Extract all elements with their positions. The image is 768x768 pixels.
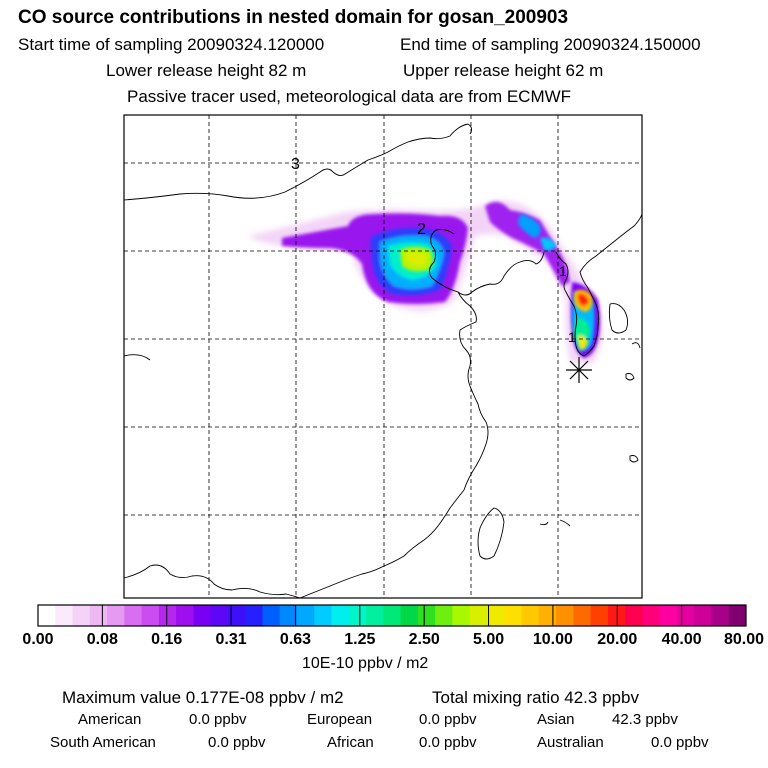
colorbar-segment <box>89 605 108 626</box>
marker-1a: 1 <box>559 263 567 279</box>
european-value: 0.0 ppbv <box>419 711 477 728</box>
australian-label: Australian <box>537 734 604 751</box>
marker-3: 3 <box>291 156 300 173</box>
start-time-label: Start time of sampling 20090324.120000 <box>18 35 325 54</box>
colorbar-segment <box>55 605 73 626</box>
colorbar-segment <box>227 605 246 626</box>
colorbar-segment <box>245 605 263 626</box>
african-value: 0.0 ppbv <box>419 734 477 751</box>
european-label: European <box>307 711 373 728</box>
colorbar-segment <box>331 605 350 626</box>
colorbar-segment <box>72 605 91 626</box>
colorbar-segment <box>314 605 332 626</box>
colorbar-segment <box>210 605 229 626</box>
lower-release-label: Lower release height 82 m <box>106 61 307 80</box>
american-label: American <box>78 711 142 728</box>
total-mixing-label: Total mixing ratio 42.3 ppbv <box>432 688 639 707</box>
marker-2: 2 <box>417 221 426 238</box>
colorbar-segment <box>141 605 160 626</box>
end-time-label: End time of sampling 20090324.150000 <box>400 35 701 54</box>
colorbar-segment <box>107 605 125 626</box>
colorbar-segment <box>556 605 574 626</box>
coastlines <box>124 123 642 598</box>
south-american-label: South American <box>50 734 156 751</box>
colorbar <box>37 604 747 627</box>
colorbar-segment <box>383 605 402 626</box>
colorbar-tick-label: 0.16 <box>151 631 183 648</box>
upper-release-label: Upper release height 62 m <box>403 61 604 80</box>
colorbar-segment <box>607 605 626 626</box>
colorbar-segment <box>676 605 695 626</box>
max-value-label: Maximum value 0.177E-08 ppbv / m2 <box>62 688 344 707</box>
colorbar-frame <box>37 604 747 627</box>
colorbar-segment <box>176 605 194 626</box>
receptor-star-icon <box>566 357 592 383</box>
asian-value: 42.3 ppbv <box>612 711 678 728</box>
south-american-value: 0.0 ppbv <box>208 734 266 751</box>
colorbar-segment <box>297 605 315 626</box>
colorbar-segment <box>193 605 212 626</box>
colorbar-segment <box>538 605 557 626</box>
colorbar-segment <box>659 605 678 626</box>
colorbar-tick-label: 10.00 <box>532 631 573 648</box>
colorbar-segment <box>417 605 436 626</box>
plume-hotspots <box>400 247 593 350</box>
african-label: African <box>327 734 374 751</box>
colorbar-tick-label: 0.63 <box>279 631 312 648</box>
colorbar-segment <box>279 605 298 626</box>
colorbar-tick-label: 20.00 <box>597 631 638 648</box>
colorbar-segment <box>38 605 56 626</box>
colorbar-segment <box>625 605 643 626</box>
colorbar-segment <box>486 605 505 626</box>
tracer-note: Passive tracer used, meteorological data… <box>127 87 572 106</box>
colorbar-tick-label: 40.00 <box>661 631 702 648</box>
australian-value: 0.0 ppbv <box>651 734 709 751</box>
marker-1b: 1 <box>568 329 576 345</box>
american-value: 0.0 ppbv <box>189 711 247 728</box>
colorbar-segment <box>504 605 522 626</box>
colorbar-segment <box>694 605 712 626</box>
colorbar-segment <box>366 605 384 626</box>
colorbar-segment <box>711 605 730 626</box>
colorbar-segment <box>435 605 453 626</box>
colorbar-units: 10E-10 ppbv / m2 <box>302 655 429 672</box>
map-frame <box>123 114 643 599</box>
colorbar-tick-label: 80.00 <box>723 631 764 648</box>
colorbar-segment <box>521 605 540 626</box>
colorbar-segment <box>642 605 661 626</box>
colorbar-tick-label: 0.08 <box>86 631 118 648</box>
colorbar-segment <box>452 605 471 626</box>
colorbar-segment <box>590 605 609 626</box>
colorbar-segment <box>469 605 488 626</box>
colorbar-segment <box>348 605 367 626</box>
colorbar-tick-label: 1.25 <box>344 631 376 648</box>
lat-lon-grid <box>124 115 642 598</box>
colorbar-tick-label: 0.31 <box>215 631 247 648</box>
colorbar-tick-label: 0.00 <box>22 631 54 648</box>
colorbar-segment <box>262 605 281 626</box>
colorbar-tick-label: 5.00 <box>472 631 505 648</box>
plot-title: CO source contributions in nested domain… <box>18 7 569 28</box>
colorbar-segment <box>728 605 747 626</box>
colorbar-segment <box>400 605 419 626</box>
colorbar-tick-label: 2.50 <box>408 631 440 648</box>
colorbar-segment <box>124 605 143 626</box>
colorbar-segment <box>158 605 177 626</box>
colorbar-segment <box>573 605 591 626</box>
asian-label: Asian <box>537 711 575 728</box>
